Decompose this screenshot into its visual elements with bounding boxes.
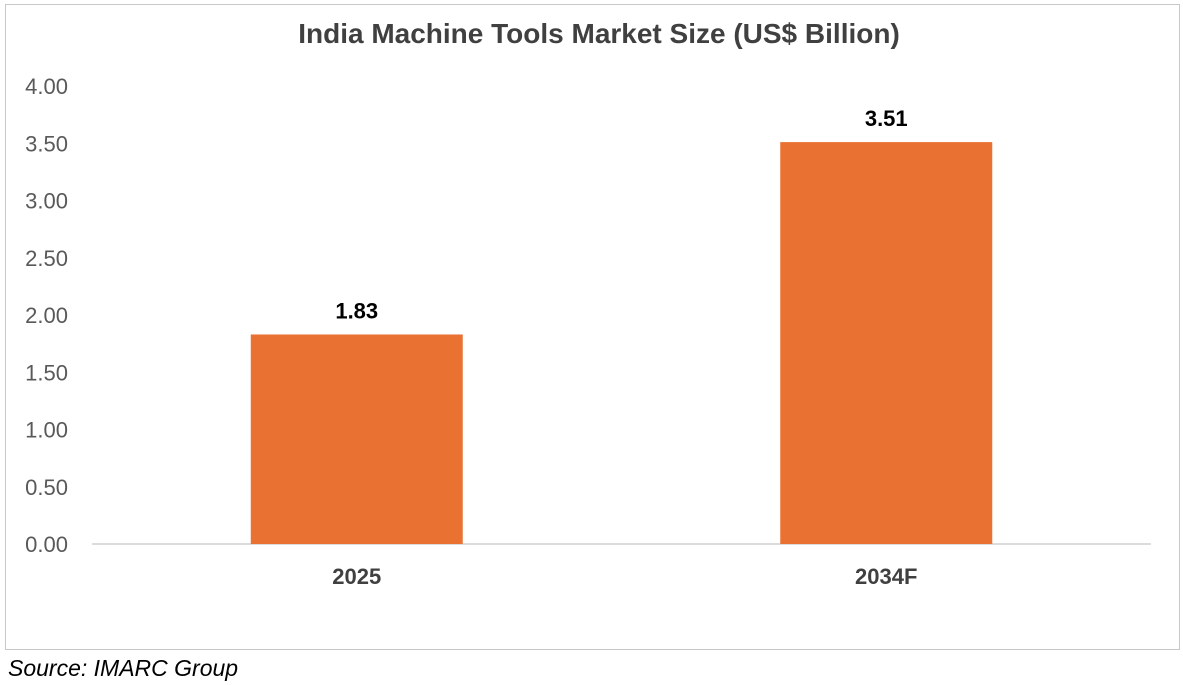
bars xyxy=(250,142,993,545)
source-note: Source: IMARC Group xyxy=(8,655,239,681)
y-tick-label: 4.00 xyxy=(25,74,68,99)
y-tick-label: 1.50 xyxy=(25,360,68,385)
data-label: 1.83 xyxy=(335,298,378,323)
y-tick-label: 0.50 xyxy=(25,475,68,500)
y-tick-label: 3.50 xyxy=(25,131,68,156)
y-tick-label: 2.50 xyxy=(25,246,68,271)
chart-title: India Machine Tools Market Size (US$ Bil… xyxy=(298,18,900,49)
data-label: 3.51 xyxy=(865,106,908,131)
x-tick-label: 2034F xyxy=(855,564,917,589)
x-tick-label: 2025 xyxy=(332,564,381,589)
bar xyxy=(250,334,463,544)
data-labels: 1.83 3.51 xyxy=(335,106,907,323)
y-tick-label: 0.00 xyxy=(25,532,68,557)
y-tick-label: 1.00 xyxy=(25,418,68,443)
y-axis-ticks: 0.00 0.50 1.00 1.50 2.00 2.50 3.00 3.50 4.00 xyxy=(25,74,68,557)
x-axis-ticks: 2025 2034F xyxy=(332,564,917,589)
bar xyxy=(780,142,993,545)
y-tick-label: 3.00 xyxy=(25,189,68,214)
y-tick-label: 2.00 xyxy=(25,303,68,328)
